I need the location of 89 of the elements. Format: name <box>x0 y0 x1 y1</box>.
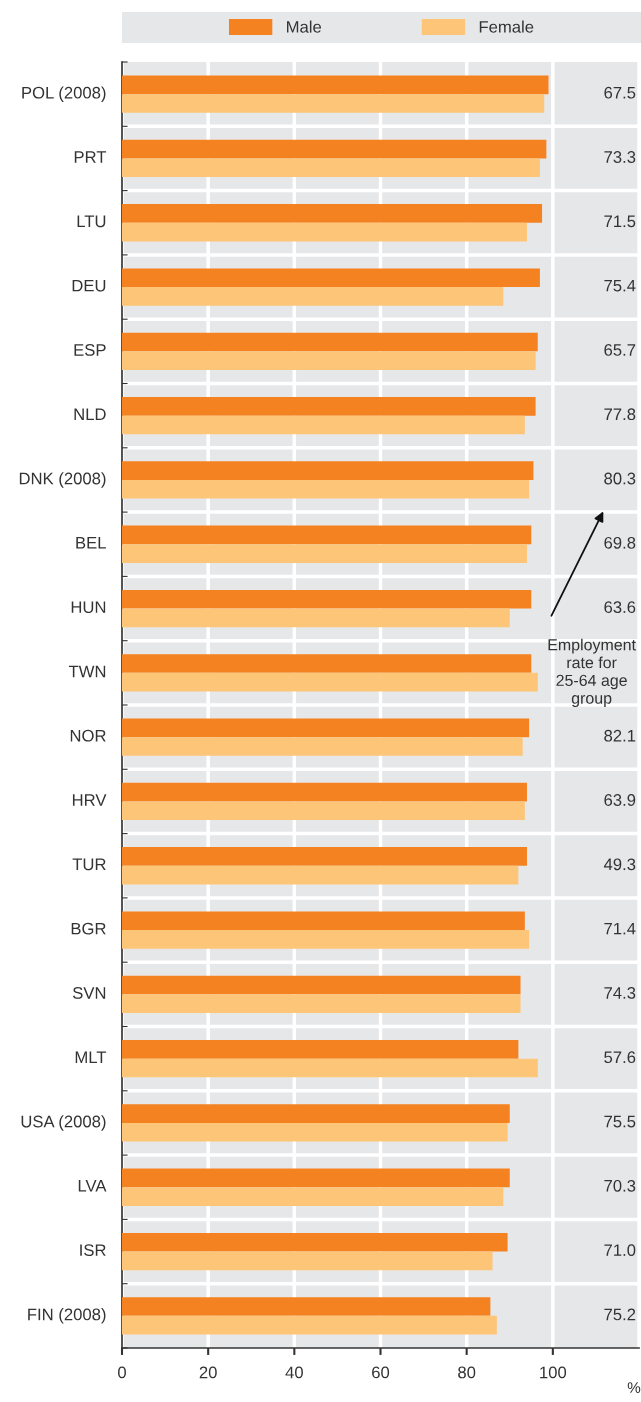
annotation: 70.3 <box>604 1179 636 1192</box>
annotation: 71.5 <box>604 215 636 228</box>
y-tick-label: MLT <box>75 1051 107 1063</box>
bar <box>122 287 504 306</box>
bar <box>122 1058 538 1078</box>
bar <box>122 1187 504 1206</box>
annotation: 74.3 <box>604 987 636 999</box>
bar <box>122 139 547 159</box>
y-tick-label: ESP <box>74 344 106 356</box>
annotation: 73.3 <box>604 151 636 163</box>
bar <box>122 1315 497 1335</box>
y-tick-label: BGR <box>71 922 106 935</box>
annotation: 71.4 <box>604 922 636 935</box>
annotation: 63.9 <box>604 794 636 806</box>
annotation: 82.1 <box>604 729 636 742</box>
y-tick-label: LVA <box>78 1180 107 1192</box>
annotation: 49.3 <box>603 858 636 871</box>
x-axis-title: % <box>627 1382 641 1393</box>
annotation: 75.2 <box>604 1308 636 1321</box>
annotation: 57.6 <box>604 1051 636 1064</box>
bar <box>122 654 532 673</box>
annotation: 77.8 <box>604 408 636 421</box>
y-tick-label: ISR <box>80 1244 106 1257</box>
bar <box>122 865 519 885</box>
bar <box>122 608 510 628</box>
annotation: 80.3 <box>604 472 636 485</box>
x-tick-label: 40 <box>285 1366 303 1379</box>
annotation: 65.7 <box>604 344 636 356</box>
bar <box>122 930 530 949</box>
bar <box>122 461 534 480</box>
y-tick-label: POL (2008) <box>22 86 106 102</box>
bar <box>122 525 532 545</box>
y-tick-label: HUN <box>71 601 106 614</box>
bar <box>122 847 527 866</box>
y-tick-label: DNK (2008) <box>19 472 106 488</box>
bar <box>122 158 540 178</box>
y-tick-label: SVN <box>72 987 106 999</box>
bar <box>122 351 536 370</box>
bar <box>122 544 527 563</box>
annotation: Employment rate for 25-64 age group <box>548 638 636 707</box>
annotation: 75.5 <box>604 1115 636 1128</box>
bar <box>122 975 521 995</box>
y-tick-label: NOR <box>70 729 106 742</box>
bar <box>122 1297 491 1316</box>
y-tick-label: NLD <box>74 408 106 420</box>
y-tick-label: TWN <box>68 665 106 678</box>
y-tick-label: HRV <box>72 794 107 806</box>
bar <box>122 415 525 435</box>
y-tick-label: LTU <box>77 215 106 228</box>
bar <box>122 1040 519 1059</box>
x-tick-label: 20 <box>199 1366 217 1379</box>
y-tick-label: DEU <box>72 279 106 292</box>
x-tick-label: 0 <box>118 1366 126 1379</box>
x-tick-label: 60 <box>372 1366 390 1379</box>
bar <box>122 589 532 609</box>
bar <box>122 672 538 692</box>
bar <box>122 268 540 288</box>
annotation: 67.5 <box>604 86 636 99</box>
bar <box>122 718 530 738</box>
bar <box>122 1168 510 1188</box>
bar <box>122 204 543 223</box>
bar <box>122 222 527 242</box>
bar <box>122 397 536 416</box>
bar <box>122 994 521 1013</box>
annotation: 75.4 <box>604 279 636 292</box>
bar <box>122 782 527 802</box>
annotation: 63.6 <box>604 601 636 614</box>
bar <box>122 737 523 756</box>
legend-label: Male <box>287 20 322 33</box>
x-tick-label: 80 <box>458 1366 476 1379</box>
legend-label: Female <box>479 20 534 33</box>
bar <box>122 911 525 931</box>
bar <box>122 332 538 352</box>
annotation: 69.8 <box>604 536 636 549</box>
y-tick-label: TUR <box>72 858 106 871</box>
x-tick-label: 100 <box>540 1366 567 1379</box>
y-tick-label: USA (2008) <box>21 1115 106 1131</box>
bar <box>122 1122 508 1142</box>
bar <box>122 1232 508 1252</box>
bar <box>122 1104 510 1123</box>
bar <box>122 1251 493 1271</box>
y-tick-label: PRT <box>74 151 107 163</box>
annotation: 71.0 <box>604 1244 636 1257</box>
y-tick-label: BEL <box>76 537 106 549</box>
bar <box>122 94 545 113</box>
bar <box>122 801 525 821</box>
bar <box>122 479 530 499</box>
y-tick-label: FIN (2008) <box>28 1308 106 1324</box>
bar <box>122 75 549 95</box>
